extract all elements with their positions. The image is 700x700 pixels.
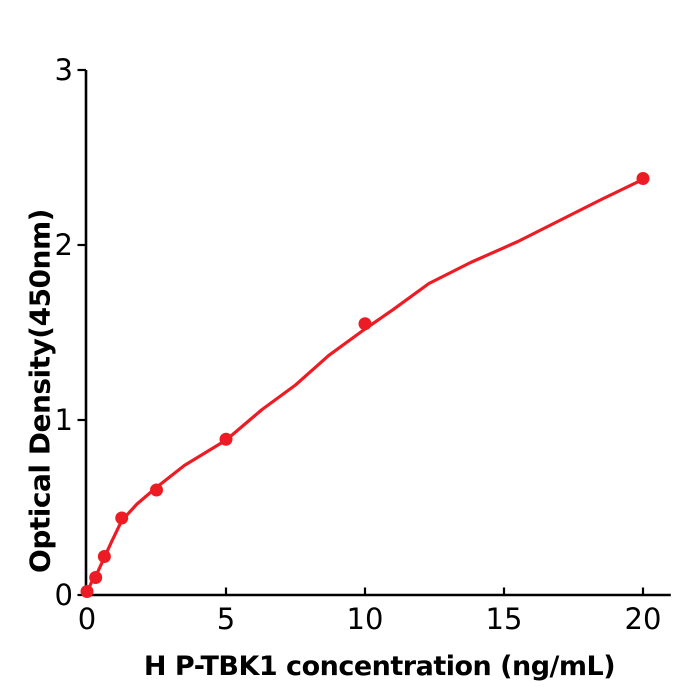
x-tick-label: 0 [78,602,96,636]
data-point [150,483,163,497]
y-tick-label: 1 [55,403,73,437]
data-point [358,317,372,331]
x-axis-title: H P-TBK1 concentration (ng/mL) [143,651,616,682]
data-point [80,585,94,598]
data-point [115,511,129,525]
fit-curve-line [85,177,645,595]
x-tick-label: 20 [625,602,662,636]
y-tick-label: 2 [55,228,73,262]
x-tick-label: 15 [486,602,523,636]
y-tick-label: 3 [55,53,73,87]
x-tick-label: 10 [347,602,384,636]
y-tick-label: 0 [55,578,73,612]
data-point [89,571,103,584]
data-point [97,550,111,563]
data-point [636,172,650,185]
y-axis-title: Optical Density(450nm) [23,209,57,573]
data-point [219,432,233,446]
x-tick-label: 5 [217,602,235,636]
